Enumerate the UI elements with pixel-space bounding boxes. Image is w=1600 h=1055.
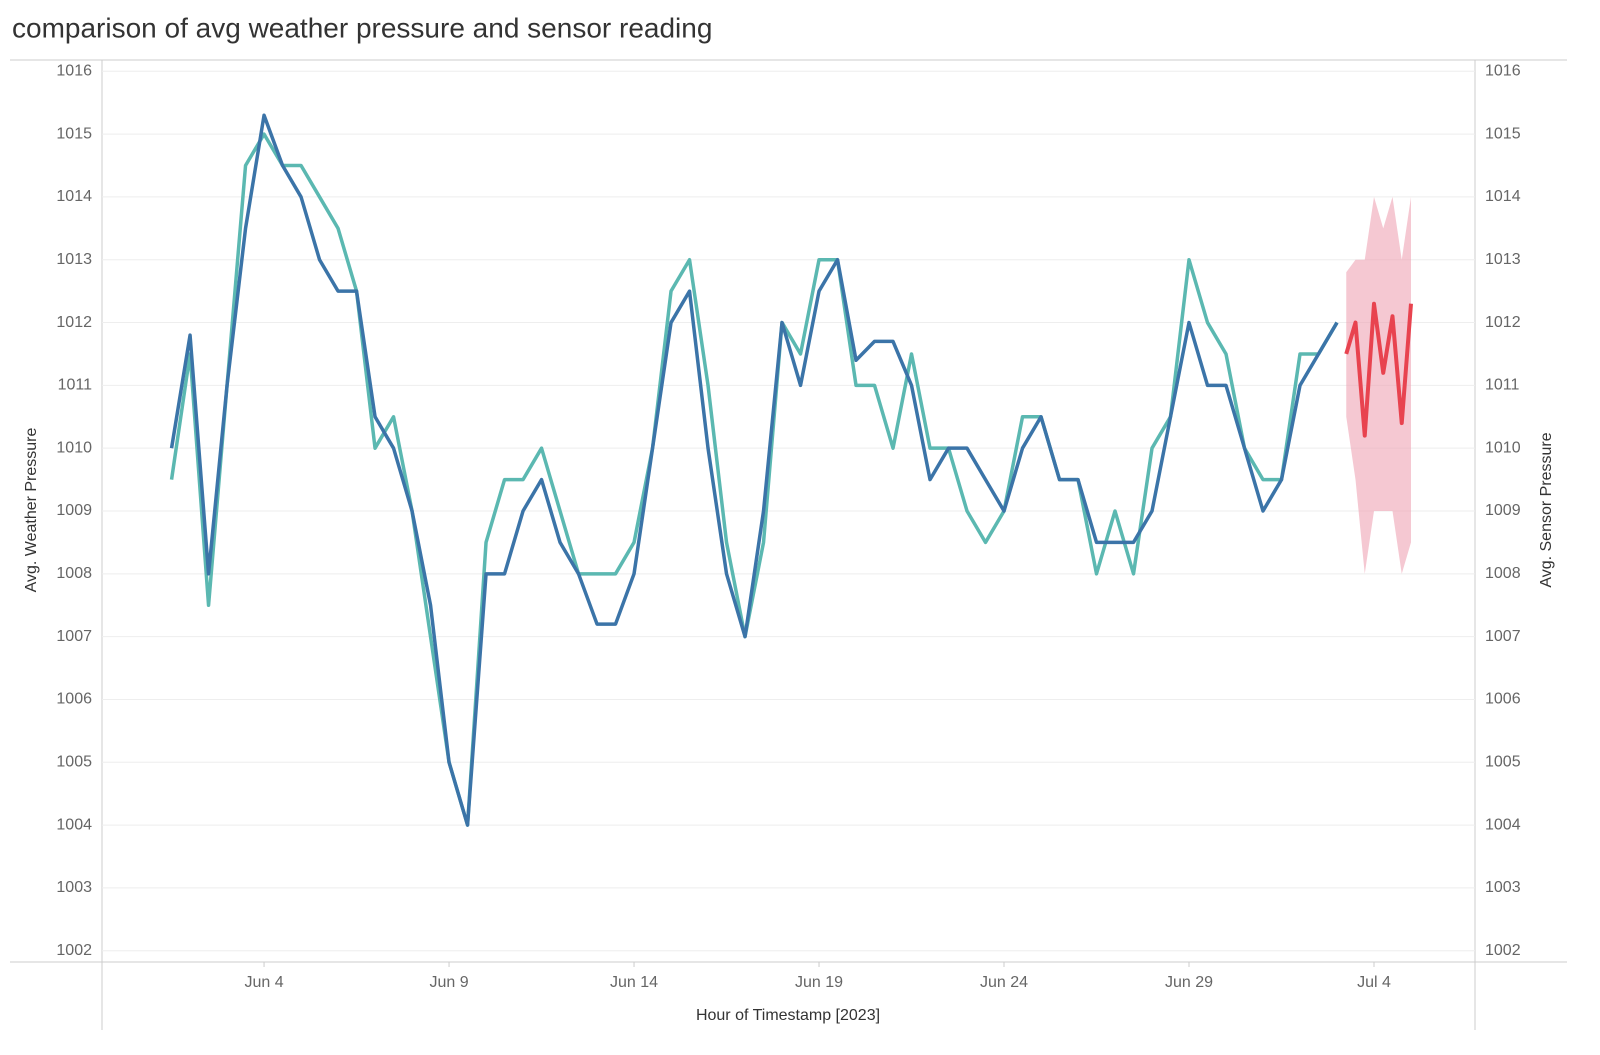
x-tick-label: Jun 14 [610,974,658,991]
y-tick-label: 1012 [56,314,92,331]
y-tick-label: 1015 [56,125,92,142]
y2-tick-label: 1012 [1485,314,1521,331]
series-line [169,113,1339,827]
y-tick-label: 1016 [56,63,92,80]
y2-tick-label: 1009 [1485,502,1521,519]
y-tick-label: 1005 [56,753,92,770]
y2-tick-label: 1006 [1485,691,1521,708]
y2-tick-label: 1016 [1485,63,1521,80]
y-tick-label: 1004 [56,816,92,833]
y2-tick-label: 1014 [1485,188,1521,205]
y-tick-label: 1014 [56,188,92,205]
y-tick-label: 1007 [56,628,92,645]
y2-axis-title: Avg. Sensor Pressure [1538,432,1555,587]
y-tick-label: 1009 [56,502,92,519]
chart-title: comparison of avg weather pressure and s… [12,12,712,43]
y-tick-label: 1010 [56,439,92,456]
y2-tick-label: 1015 [1485,125,1521,142]
x-tick-label: Jun 24 [980,974,1028,991]
y-tick-label: 1013 [56,251,92,268]
y2-tick-label: 1013 [1485,251,1521,268]
x-tick-label: Jun 4 [244,974,283,991]
y-tick-label: 1008 [56,565,92,582]
x-tick-label: Jul 4 [1357,974,1391,991]
y-tick-label: 1006 [56,691,92,708]
y2-tick-label: 1003 [1485,879,1521,896]
y-axis-title: Avg. Weather Pressure [23,427,40,592]
y2-tick-label: 1008 [1485,565,1521,582]
forecast-band [1346,196,1411,574]
y-tick-label: 1002 [56,942,92,959]
y2-tick-label: 1007 [1485,628,1521,645]
x-axis-title: Hour of Timestamp [2023] [696,1007,880,1024]
y-tick-label: 1003 [56,879,92,896]
x-tick-label: Jun 19 [795,974,843,991]
y2-tick-label: 1002 [1485,942,1521,959]
series-line [169,132,1339,827]
y2-tick-label: 1004 [1485,816,1521,833]
x-tick-label: Jun 29 [1165,974,1213,991]
y2-tick-label: 1010 [1485,439,1521,456]
y2-tick-label: 1005 [1485,753,1521,770]
y2-tick-label: 1011 [1485,377,1520,394]
forecast-line [1344,301,1413,438]
y-tick-label: 1011 [58,377,93,394]
x-tick-label: Jun 9 [429,974,468,991]
